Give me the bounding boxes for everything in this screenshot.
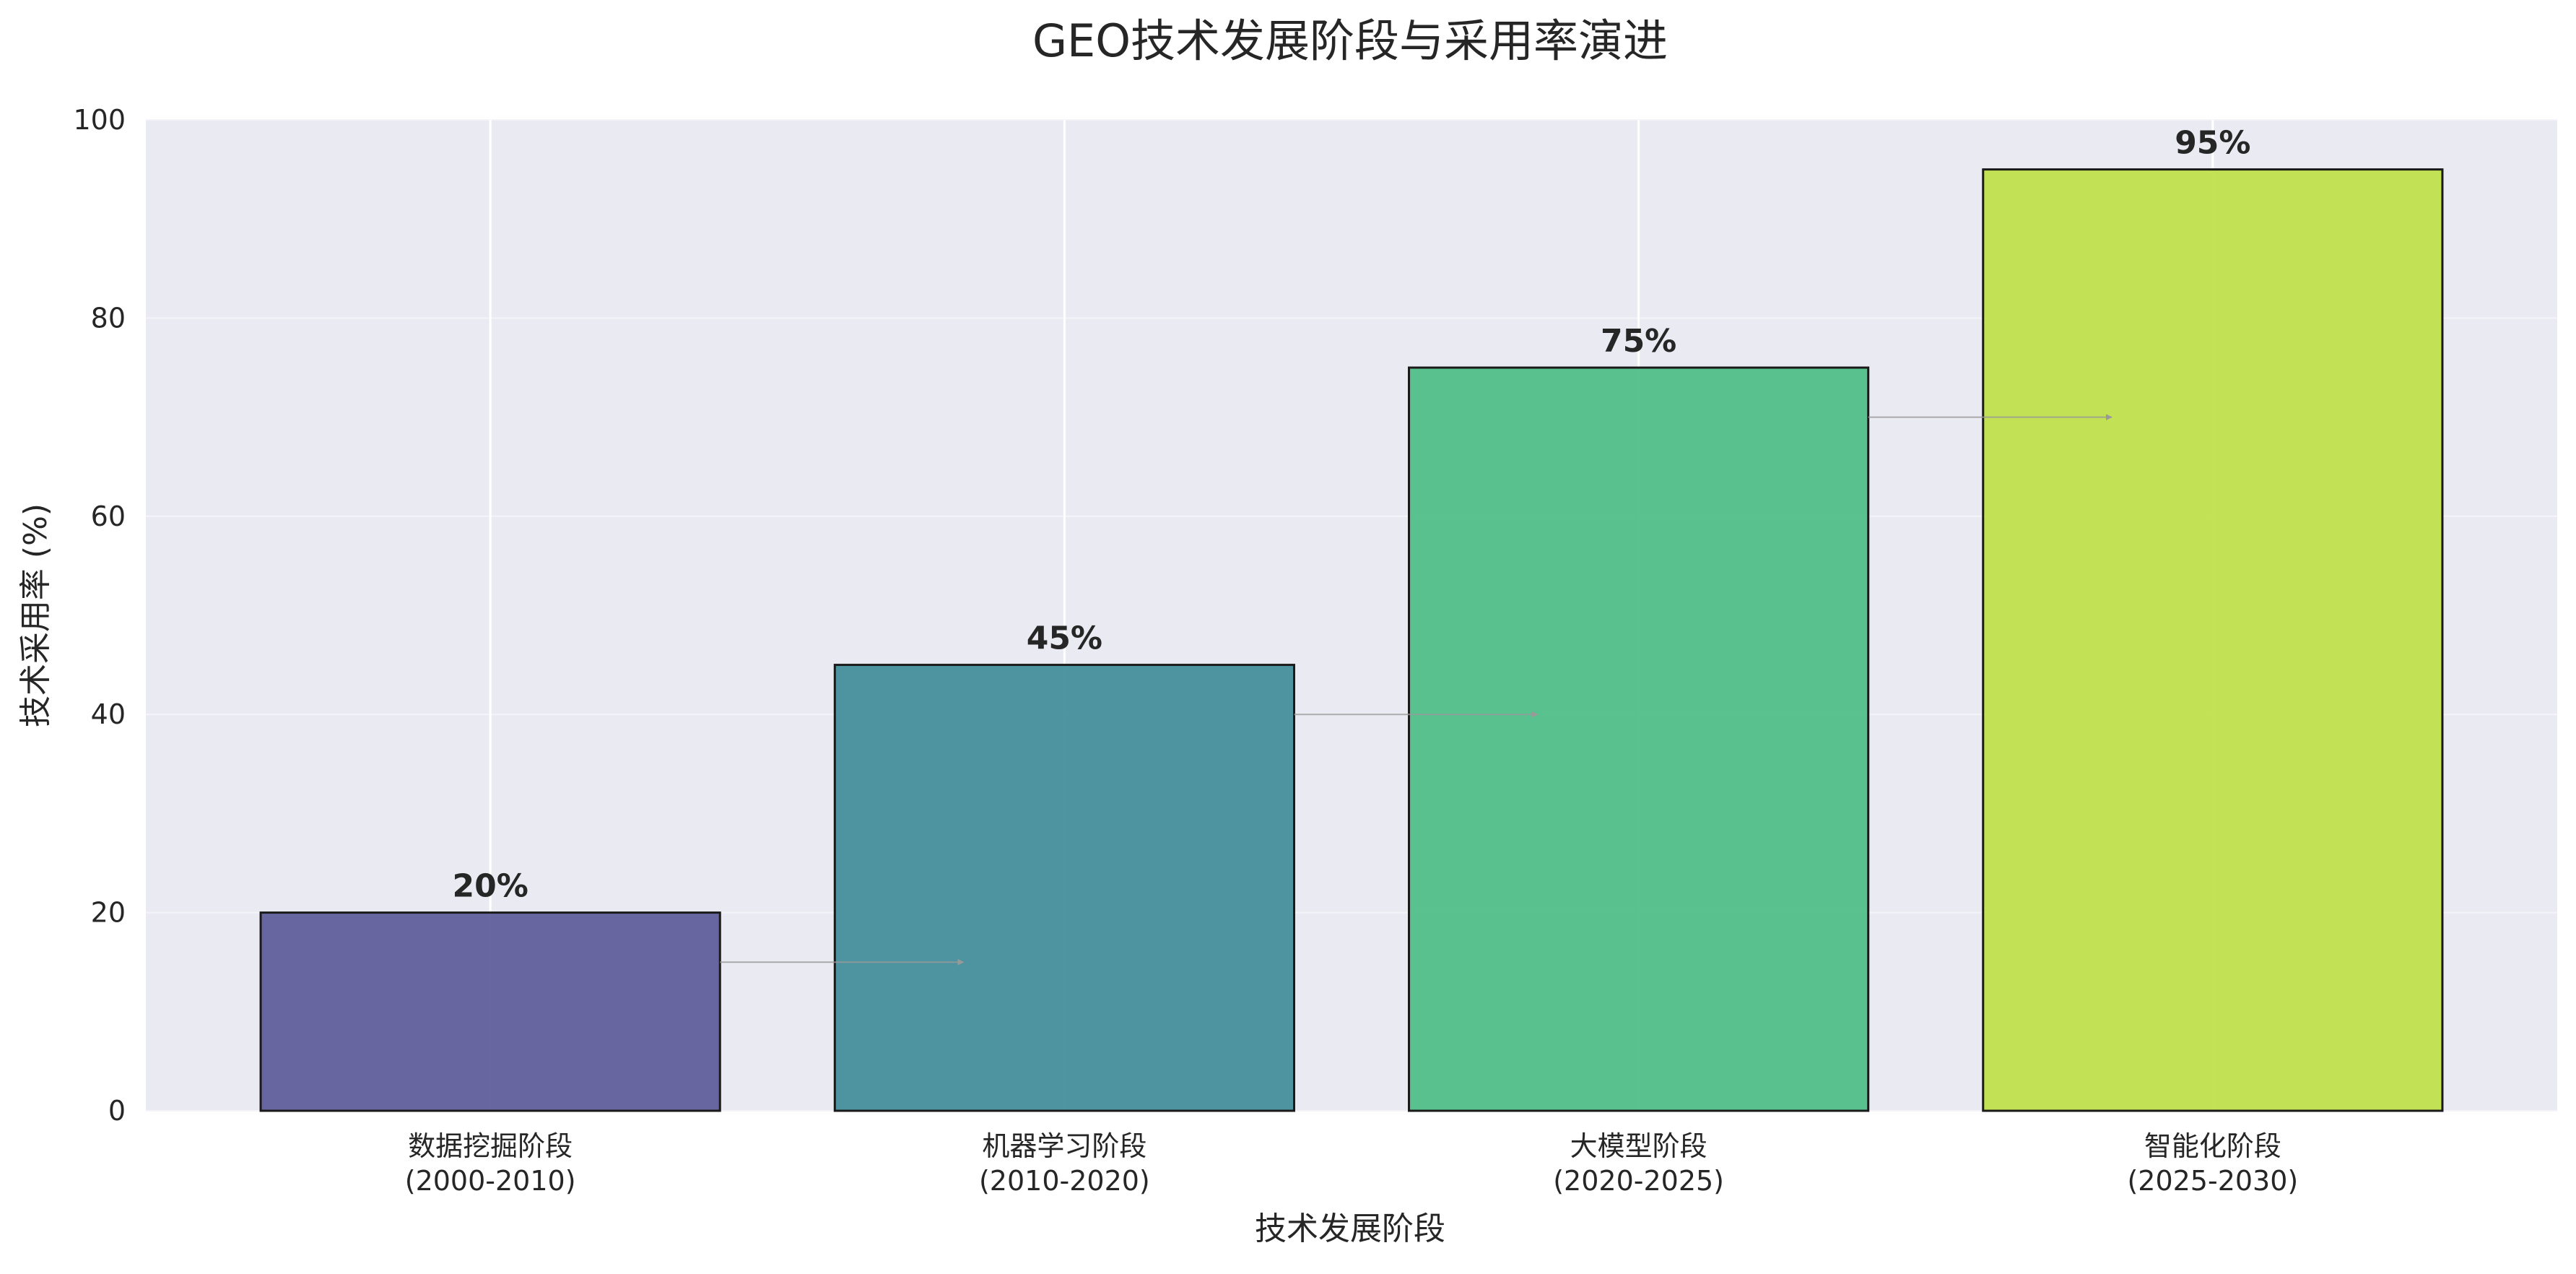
bar — [259, 911, 721, 1112]
bar-value-label: 75% — [1601, 323, 1676, 360]
y-tick-label: 20 — [91, 897, 126, 929]
x-tick-label: 数据挖掘阶段 — [408, 1130, 573, 1162]
x-tick-label: 智能化阶段 — [2144, 1130, 2281, 1162]
bars-layer — [259, 168, 2444, 1112]
x-tick-label: (2000-2010) — [405, 1165, 576, 1197]
arrows-layer — [720, 414, 2112, 966]
bar-value-label: 45% — [1027, 620, 1102, 657]
x-tick-label: 大模型阶段 — [1570, 1130, 1707, 1162]
bar-value-label: 95% — [2175, 125, 2250, 162]
bar — [1408, 366, 1870, 1112]
labels-layer: 20% 45% 75% 95% — [452, 125, 2250, 905]
y-tick-label: 40 — [91, 698, 126, 730]
x-tick-label: (2020-2025) — [1553, 1165, 1724, 1197]
x-tick-label: (2025-2030) — [2127, 1165, 2298, 1197]
x-tick-label: 机器学习阶段 — [982, 1130, 1146, 1162]
bar — [833, 664, 1295, 1112]
bar — [1982, 168, 2444, 1112]
bar-value-label: 20% — [452, 868, 528, 905]
y-tick-label: 80 — [91, 302, 126, 334]
x-axis: 数据挖掘阶段(2000-2010)机器学习阶段(2010-2020)大模型阶段(… — [405, 1130, 2298, 1197]
y-tick-label: 0 — [108, 1095, 126, 1127]
y-tick-label: 100 — [73, 104, 126, 136]
y-axis: 0 20 40 60 80 100 — [73, 104, 126, 1127]
y-axis-title: 技术采用率 (%) — [17, 503, 54, 727]
y-tick-label: 60 — [91, 500, 126, 532]
x-tick-label: (2010-2020) — [979, 1165, 1150, 1197]
chart-title: GEO技术发展阶段与采用率演进 — [1032, 14, 1668, 67]
x-axis-title: 技术发展阶段 — [1255, 1210, 1445, 1247]
